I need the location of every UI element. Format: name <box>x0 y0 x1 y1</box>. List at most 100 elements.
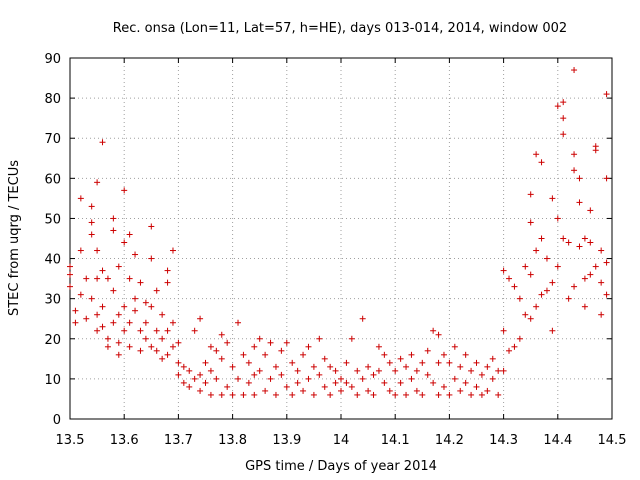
data-point <box>235 375 242 382</box>
data-point <box>88 295 95 302</box>
data-point <box>500 327 507 334</box>
data-point <box>191 327 198 334</box>
data-point <box>348 383 355 390</box>
data-point <box>267 375 274 382</box>
data-point <box>522 263 529 270</box>
data-point <box>446 391 453 398</box>
data-point <box>598 279 605 286</box>
data-point <box>598 247 605 254</box>
y-tick-label: 60 <box>44 172 61 187</box>
data-point <box>468 367 475 374</box>
data-point <box>148 303 155 310</box>
data-point <box>104 335 111 342</box>
data-point <box>603 175 610 182</box>
data-point <box>581 235 588 242</box>
data-point <box>560 115 567 122</box>
data-point <box>392 391 399 398</box>
data-point <box>327 363 334 370</box>
data-point <box>72 307 79 314</box>
data-point <box>397 355 404 362</box>
data-point <box>392 367 399 374</box>
data-point <box>424 371 431 378</box>
data-point <box>543 287 550 294</box>
data-point <box>197 387 204 394</box>
data-point <box>153 287 160 294</box>
data-point <box>316 371 323 378</box>
data-point <box>365 387 372 394</box>
data-point <box>478 391 485 398</box>
data-point <box>283 339 290 346</box>
data-point <box>527 315 534 322</box>
data-point <box>164 279 171 286</box>
data-point <box>121 239 128 246</box>
data-point <box>99 303 106 310</box>
data-point <box>598 311 605 318</box>
data-point <box>148 223 155 230</box>
y-tick-label: 90 <box>44 52 61 67</box>
data-point <box>332 367 339 374</box>
data-point <box>511 343 518 350</box>
data-point <box>565 239 572 246</box>
data-point <box>272 391 279 398</box>
data-point <box>94 327 101 334</box>
data-point <box>213 375 220 382</box>
data-point <box>603 291 610 298</box>
data-point <box>67 271 73 278</box>
data-point <box>229 363 236 370</box>
data-point <box>153 347 160 354</box>
data-point <box>191 375 198 382</box>
data-point <box>533 303 540 310</box>
data-point <box>67 283 73 290</box>
data-point <box>153 327 160 334</box>
data-point <box>587 207 594 214</box>
data-point <box>370 371 377 378</box>
data-point <box>549 279 556 286</box>
data-point <box>121 303 128 310</box>
data-point <box>343 359 350 366</box>
data-point <box>115 351 122 358</box>
data-point <box>560 131 567 138</box>
data-point <box>278 371 285 378</box>
data-point <box>197 371 204 378</box>
data-point <box>592 263 599 270</box>
data-point <box>197 315 204 322</box>
data-point <box>94 179 101 186</box>
x-tick-label: 13.5 <box>56 433 85 448</box>
data-point <box>83 315 90 322</box>
data-point <box>278 347 285 354</box>
data-point <box>435 391 442 398</box>
data-point <box>137 327 144 334</box>
data-point <box>506 347 513 354</box>
data-point <box>462 351 469 358</box>
data-point <box>381 379 388 386</box>
y-axis: 0 10 20 30 40 50 60 70 80 90 <box>44 52 612 428</box>
data-point <box>554 103 561 110</box>
x-tick-label: 13.9 <box>272 433 301 448</box>
data-point <box>451 375 458 382</box>
data-point <box>148 255 155 262</box>
data-point <box>207 391 214 398</box>
data-point <box>94 275 101 282</box>
data-point <box>115 263 122 270</box>
data-point <box>169 247 176 254</box>
data-point <box>403 363 410 370</box>
data-point <box>251 371 258 378</box>
data-point <box>468 391 475 398</box>
data-point <box>224 383 231 390</box>
data-point <box>175 359 182 366</box>
data-point <box>543 255 550 262</box>
grid <box>70 58 612 419</box>
data-point <box>571 167 578 174</box>
data-point <box>403 391 410 398</box>
data-point <box>473 383 480 390</box>
x-tick-label: 14.3 <box>489 433 518 448</box>
data-point <box>386 359 393 366</box>
data-point <box>175 371 182 378</box>
data-point <box>104 343 111 350</box>
data-point <box>142 299 149 306</box>
data-point <box>169 319 176 326</box>
data-point <box>142 335 149 342</box>
data-point <box>419 391 426 398</box>
data-point <box>164 327 171 334</box>
data-point <box>576 243 583 250</box>
